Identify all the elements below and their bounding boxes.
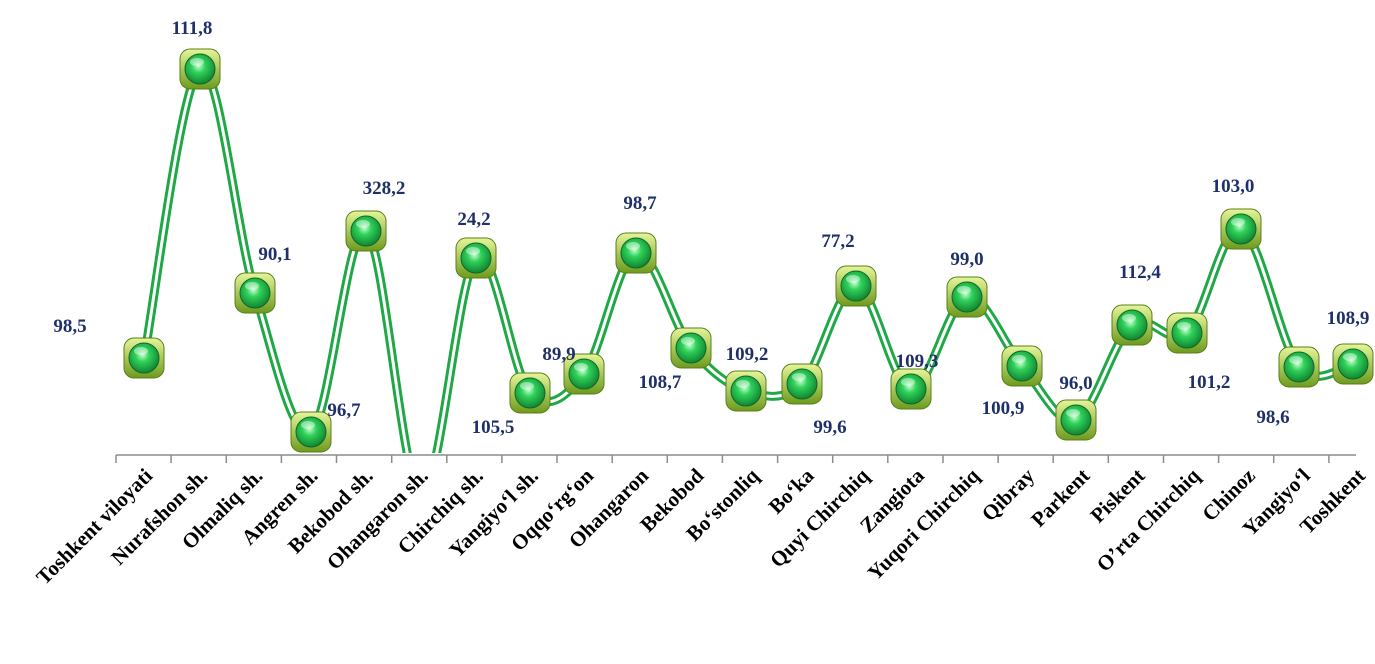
data-label: 112,4	[1119, 262, 1161, 283]
data-point	[1055, 399, 1097, 441]
data-label: 109,3	[896, 351, 939, 372]
data-point	[670, 327, 712, 369]
data-point	[1332, 343, 1374, 385]
category-label: Parkent	[1026, 464, 1094, 532]
data-point	[345, 210, 387, 252]
data-label: 99,6	[813, 417, 846, 438]
data-label: 96,0	[1059, 373, 1092, 394]
data-label: 96,7	[327, 400, 361, 421]
data-label: 101,2	[1188, 372, 1231, 393]
data-label: 24,2	[457, 209, 490, 230]
data-point	[781, 363, 823, 405]
data-point	[123, 337, 165, 379]
data-label: 77,2	[821, 231, 854, 252]
data-point	[234, 272, 276, 314]
data-point	[290, 411, 332, 453]
data-point	[509, 372, 551, 414]
data-label: 89,9	[542, 344, 575, 365]
data-point	[179, 48, 221, 90]
data-label: 90,1	[258, 244, 291, 265]
data-point	[725, 370, 767, 412]
x-axis-ticks	[115, 455, 1330, 463]
data-point	[615, 232, 657, 274]
data-label: 105,5	[472, 417, 515, 438]
data-point	[1001, 345, 1043, 387]
data-point	[455, 237, 497, 279]
data-point	[835, 265, 877, 307]
data-label: 108,9	[1327, 308, 1370, 329]
data-point	[563, 353, 605, 395]
data-label: 111,8	[172, 18, 213, 39]
data-label: 103,0	[1212, 176, 1255, 197]
data-label: 100,9	[982, 398, 1025, 419]
data-label: 328,2	[363, 178, 406, 199]
data-label: 108,7	[639, 372, 682, 393]
data-point	[946, 276, 988, 318]
data-labels: 98,5 111,8 90,1 96,7 328,2 24,2 105,5 89,9 98,7 1…	[53, 18, 1369, 438]
data-label: 98,5	[53, 316, 86, 337]
data-label: 109,2	[726, 344, 769, 365]
data-point	[1111, 304, 1153, 346]
data-point	[890, 368, 932, 410]
data-point	[1220, 208, 1262, 250]
data-point	[1166, 312, 1208, 354]
data-label: 99,0	[950, 249, 983, 270]
data-point	[1278, 346, 1320, 388]
data-label: 98,6	[1256, 407, 1289, 428]
series-markers	[123, 48, 1374, 453]
data-label: 98,7	[623, 193, 657, 214]
